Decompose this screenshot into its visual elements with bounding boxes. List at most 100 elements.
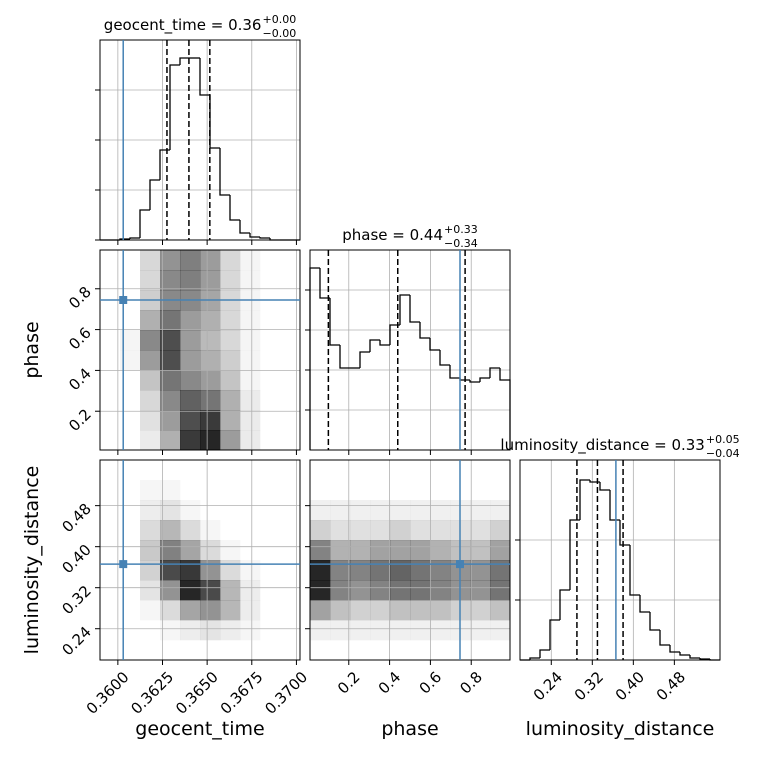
density-cell (160, 430, 181, 451)
histogram-step (609, 490, 620, 521)
histogram-step (119, 238, 130, 240)
density-cell (220, 310, 241, 331)
density-cell (350, 480, 370, 500)
density-cell (220, 460, 240, 480)
density-cell (330, 500, 351, 521)
density-cell (140, 370, 161, 391)
density-cell (180, 620, 201, 641)
histogram-step (409, 295, 420, 323)
density-cell (390, 480, 410, 500)
density-cell (240, 390, 261, 411)
density-cell (140, 560, 161, 581)
x-tick-label: 0.48 (653, 668, 689, 704)
histogram-step (589, 480, 600, 483)
density-cell (180, 310, 201, 331)
density-cell (140, 460, 160, 480)
density-cell (140, 310, 161, 331)
density-cell (240, 410, 261, 431)
density-cell (310, 640, 330, 660)
density-cell (140, 620, 160, 640)
density-cell (100, 310, 120, 330)
density-cell (240, 350, 260, 370)
histogram-step (499, 368, 511, 450)
density-cell (350, 640, 370, 660)
density-cell (280, 460, 300, 480)
density-cell (330, 580, 351, 601)
x-tick-label: 0.3650 (172, 668, 222, 718)
density-cell (260, 500, 280, 520)
histogram-step (369, 339, 380, 352)
density-cell (140, 350, 161, 371)
density-cell (180, 640, 200, 660)
histogram-step (669, 645, 680, 653)
y-axis-label: luminosity_distance (21, 466, 43, 655)
density-cell (160, 580, 181, 601)
density-cell (490, 520, 511, 541)
histogram-step (149, 179, 160, 210)
density-cell (140, 640, 160, 660)
density-cell (370, 460, 390, 480)
density-cell (470, 500, 491, 521)
density-cell (140, 540, 161, 561)
density-cell (260, 270, 280, 290)
x-tick-label: 0.3675 (217, 668, 267, 718)
density-cell (370, 620, 391, 641)
density-cell (470, 460, 490, 480)
density-cell (260, 640, 280, 660)
density-cell (430, 460, 450, 480)
density-cell (430, 620, 451, 641)
histogram-step (449, 365, 460, 379)
y-tick-label: 0.40 (58, 541, 94, 577)
density-cell (430, 520, 451, 541)
density-cell (260, 390, 280, 410)
density-cell (100, 620, 120, 640)
density-cell (470, 520, 491, 541)
density-cell (260, 620, 280, 640)
density-cell (280, 580, 300, 600)
density-cell (220, 580, 241, 601)
title-lower: −0.04 (706, 447, 740, 460)
density-cell (200, 500, 220, 520)
density-cell (100, 460, 120, 480)
density-cell (240, 460, 260, 480)
density-cell (430, 560, 451, 581)
density-cell (180, 410, 201, 431)
density-cell (200, 460, 220, 480)
density-cell (280, 330, 300, 350)
density-cell (280, 520, 300, 540)
histogram-step (439, 350, 450, 366)
density-cell (490, 580, 511, 601)
density-cell (140, 430, 161, 451)
density-cell (140, 390, 161, 411)
density-cell (470, 620, 491, 641)
density-cell (310, 540, 331, 561)
density-cell (240, 310, 260, 330)
density-cell (260, 250, 280, 270)
density-cell (220, 270, 241, 291)
y-tick-label: 0.4 (65, 365, 95, 395)
density-cell (280, 430, 300, 450)
density-cell (350, 560, 371, 581)
x-tick-label: 0.24 (530, 668, 566, 704)
histogram-step (659, 630, 670, 646)
density-cell (240, 500, 260, 520)
density-cell (160, 410, 181, 431)
histogram-step (219, 148, 230, 196)
density-cell (430, 640, 450, 660)
density-cell (160, 500, 181, 521)
density-cell (330, 600, 351, 621)
density-cell (240, 580, 261, 601)
density-cell (490, 640, 510, 660)
density-cell (410, 560, 431, 581)
histogram-step (649, 612, 660, 631)
histogram-step (489, 367, 500, 378)
histogram-step (199, 58, 210, 96)
density-cell (240, 430, 261, 451)
x-tick-label: 0.6 (416, 668, 446, 698)
density-cell (410, 500, 431, 521)
density-cell (240, 480, 260, 500)
density-cell (220, 520, 240, 540)
density-cell (410, 460, 430, 480)
density-cell (350, 520, 371, 541)
histogram-step (639, 595, 650, 613)
